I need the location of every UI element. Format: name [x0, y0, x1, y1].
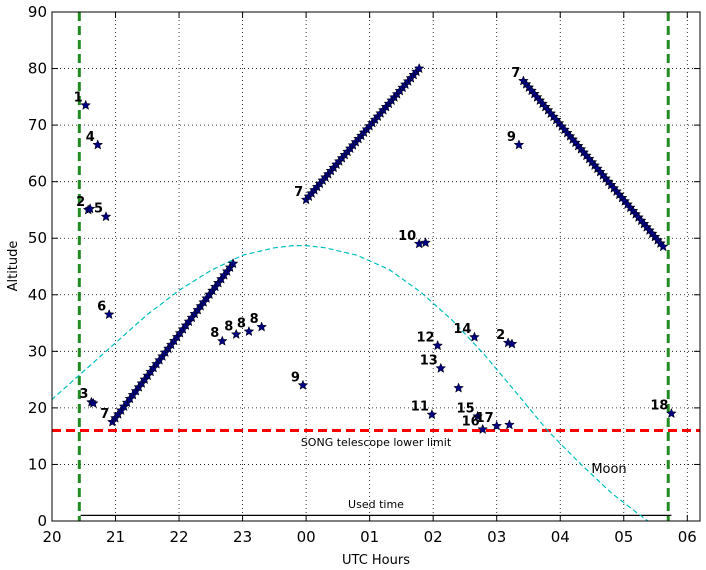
y-tick-label: 60	[28, 173, 47, 191]
moon-label: Moon	[591, 462, 626, 477]
x-tick-label: 23	[233, 528, 252, 546]
y-tick-label: 70	[28, 116, 47, 134]
axes: 20 21 22 23 00 01 02 03 04 05 06010203040506070809…	[28, 3, 700, 546]
star-marker	[100, 211, 112, 222]
y-tick-label: 30	[28, 342, 47, 360]
point-label: 18	[650, 399, 668, 414]
x-tick-label: 01	[360, 528, 379, 546]
point-label: 8	[237, 317, 246, 332]
point-label: 12	[417, 331, 435, 346]
star-marker	[297, 379, 309, 390]
y-tick-label: 40	[28, 286, 47, 304]
moon-curve	[52, 245, 649, 521]
point-label: 17	[476, 411, 494, 426]
star-marker	[453, 382, 464, 393]
point-label: 8	[210, 326, 219, 341]
point-label: 8	[250, 312, 259, 327]
point-label: 11	[411, 400, 429, 415]
x-axis-title: UTC Hours	[342, 553, 410, 568]
star-marker	[84, 203, 96, 214]
point-label: 10	[398, 229, 416, 244]
star-marker	[420, 237, 431, 248]
x-tick-label: 20	[42, 528, 61, 546]
point-label: 14	[453, 322, 471, 337]
x-tick-label: 03	[487, 528, 506, 546]
star-marker	[432, 340, 444, 351]
x-tick-label: 21	[106, 528, 125, 546]
point-label: 9	[507, 130, 516, 145]
grid	[52, 12, 700, 521]
point-label: 15	[457, 401, 475, 416]
lower-limit-label: SONG telescope lower limit	[301, 436, 452, 449]
point-label: 9	[291, 370, 300, 385]
y-tick-label: 90	[28, 3, 47, 21]
y-tick-label: 80	[28, 60, 47, 78]
point-label: 6	[97, 300, 106, 315]
track-label: 7	[294, 185, 303, 200]
x-tick-label: 04	[551, 528, 570, 546]
star-marker	[513, 139, 525, 150]
star-marker	[92, 139, 104, 150]
point-label: 13	[420, 353, 438, 368]
x-tick-label: 00	[297, 528, 316, 546]
star-marker	[87, 397, 99, 408]
x-tick-label: 05	[614, 528, 633, 546]
track-label: 7	[100, 407, 109, 422]
point-label: 5	[94, 202, 103, 217]
star-marker	[256, 321, 268, 332]
star-marker	[469, 331, 480, 342]
star-marker	[230, 328, 242, 339]
point-label: 16	[462, 414, 480, 429]
star-marker	[80, 99, 92, 110]
y-tick-label: 20	[28, 399, 47, 417]
star-marker	[666, 407, 677, 419]
point-label: 2	[76, 195, 85, 210]
point-label: 4	[86, 130, 95, 145]
y-tick-label: 0	[37, 512, 47, 530]
star-marker	[103, 308, 115, 320]
star-marker	[504, 419, 515, 430]
star-marker	[426, 409, 438, 420]
star-marker	[472, 410, 484, 421]
star-marker	[413, 62, 425, 74]
plot-frame	[51, 11, 701, 522]
star-marker	[227, 257, 239, 269]
y-tick-label: 10	[28, 455, 47, 473]
track-label: 7	[511, 66, 520, 81]
star-marker	[435, 362, 447, 373]
star-marker	[657, 241, 669, 252]
used-time-label: Used time	[348, 498, 404, 511]
x-tick-label: 06	[678, 528, 697, 546]
point-label: 2	[496, 328, 505, 343]
point-label: 8	[224, 319, 233, 334]
star-marker	[491, 420, 503, 431]
point-label: 1	[74, 90, 83, 105]
x-tick-label: 22	[170, 528, 189, 546]
point-label: 3	[79, 387, 88, 402]
x-tick-label: 02	[424, 528, 443, 546]
star-marker	[506, 338, 518, 349]
star-marker	[216, 335, 228, 346]
star-marker	[477, 423, 489, 434]
limit-lines	[52, 12, 700, 521]
star-marker	[243, 325, 255, 337]
y-axis-title: Altitude	[6, 241, 21, 292]
y-tick-label: 50	[28, 229, 47, 247]
